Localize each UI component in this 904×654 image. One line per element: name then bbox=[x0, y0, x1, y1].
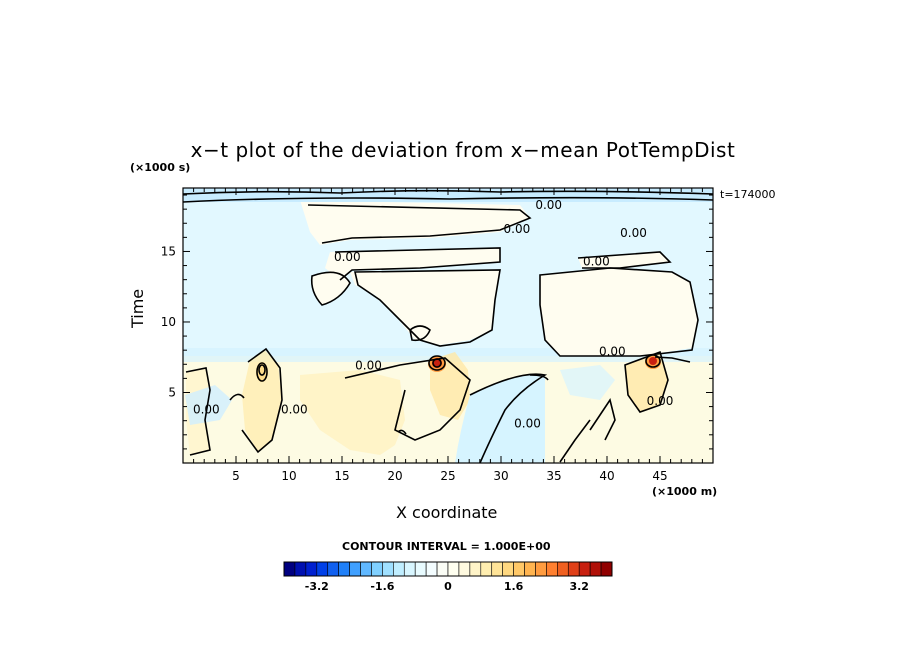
x-tick-label: 5 bbox=[232, 469, 240, 483]
colorbar-swatch bbox=[567, 561, 580, 577]
contour-label: 0.00 bbox=[281, 402, 308, 416]
colorbar-swatch bbox=[600, 561, 613, 577]
colorbar-swatch bbox=[436, 561, 449, 577]
colorbar-swatch bbox=[447, 561, 460, 577]
colorbar-swatch bbox=[338, 561, 350, 577]
colorbar-swatch bbox=[403, 561, 416, 577]
colorbar-swatch bbox=[546, 561, 558, 577]
colorbar-swatch bbox=[305, 561, 318, 577]
colorbar-swatch bbox=[294, 561, 307, 577]
x-tick-label: 20 bbox=[387, 469, 402, 483]
colorbar-swatch bbox=[316, 561, 329, 577]
y-axis-unit: (×1000 s) bbox=[130, 161, 191, 174]
x-axis-unit: (×1000 m) bbox=[652, 485, 718, 498]
colorbar-tick-label: 3.2 bbox=[569, 580, 589, 593]
y-tick-label: 15 bbox=[161, 244, 176, 258]
colorbar-tick-label: 1.6 bbox=[504, 580, 524, 593]
colorbar-swatch bbox=[349, 561, 361, 577]
colorbar-swatch bbox=[578, 561, 591, 577]
contour-label: 0.00 bbox=[620, 226, 647, 240]
contour-label: 0.00 bbox=[514, 417, 541, 431]
colorbar-swatch bbox=[557, 561, 569, 577]
colorbar-swatch bbox=[360, 561, 372, 577]
colorbar-swatch bbox=[535, 561, 547, 577]
colorbar-tick-label: 0 bbox=[444, 580, 452, 593]
contour-label: 0.00 bbox=[599, 345, 626, 359]
x-tick-label: 15 bbox=[334, 469, 349, 483]
colorbar-swatch bbox=[513, 561, 525, 577]
colorbar-tick-label: -1.6 bbox=[370, 580, 394, 593]
contour-label: 0.00 bbox=[334, 250, 361, 264]
colorbar-frame bbox=[283, 561, 613, 577]
colorbar-swatch bbox=[414, 561, 427, 577]
contour-lines bbox=[183, 189, 713, 463]
colorbar-swatch bbox=[382, 561, 394, 577]
colorbar-swatch bbox=[425, 561, 438, 577]
x-tick-label: 10 bbox=[281, 469, 296, 483]
contour-label: 0.00 bbox=[504, 222, 531, 236]
colorbar-swatch bbox=[502, 561, 514, 577]
x-tick-label: 40 bbox=[599, 469, 614, 483]
contour-interval-label: CONTOUR INTERVAL = 1.000E+00 bbox=[342, 540, 551, 553]
colorbar-swatch bbox=[283, 561, 296, 577]
y-tick-label: 5 bbox=[168, 385, 176, 399]
x-axis-label: X coordinate bbox=[396, 503, 498, 522]
colorbar-swatch bbox=[480, 561, 493, 577]
chart-title: x−t plot of the deviation from x−mean Po… bbox=[190, 138, 736, 162]
colorbar-tick-label: -3.2 bbox=[305, 580, 329, 593]
x-tick-label: 45 bbox=[652, 469, 667, 483]
contour-label: 0.00 bbox=[647, 394, 674, 408]
colorbar-swatch bbox=[393, 561, 405, 577]
contour-label: 0.00 bbox=[193, 402, 220, 416]
colorbar-swatch bbox=[524, 561, 536, 577]
colorbar: -3.2 -1.6 0 1.6 3.2 bbox=[283, 561, 613, 593]
axis-ticks: 5 10 15 20 25 30 35 40 45 5 10 15 bbox=[161, 188, 713, 483]
colorbar-swatch bbox=[458, 561, 471, 577]
x-tick-label: 25 bbox=[440, 469, 455, 483]
colorbar-swatch bbox=[491, 561, 503, 577]
time-annotation: t=174000 bbox=[720, 188, 776, 201]
y-tick-label: 10 bbox=[161, 315, 176, 329]
contour-label: 0.00 bbox=[583, 254, 610, 268]
x-tick-label: 30 bbox=[493, 469, 508, 483]
x-tick-label: 35 bbox=[546, 469, 561, 483]
contour-label: 0.00 bbox=[355, 359, 382, 373]
colorbar-swatch bbox=[469, 561, 482, 577]
contour-label: 0.00 bbox=[535, 198, 562, 212]
contour-labels: 0.00 0.00 0.00 0.00 0.00 0.00 0.00 0.00 0.00 0.00… bbox=[193, 198, 673, 431]
colorbar-swatch bbox=[589, 561, 602, 577]
colorbar-swatch bbox=[327, 561, 339, 577]
colorbar-swatch bbox=[371, 561, 383, 577]
